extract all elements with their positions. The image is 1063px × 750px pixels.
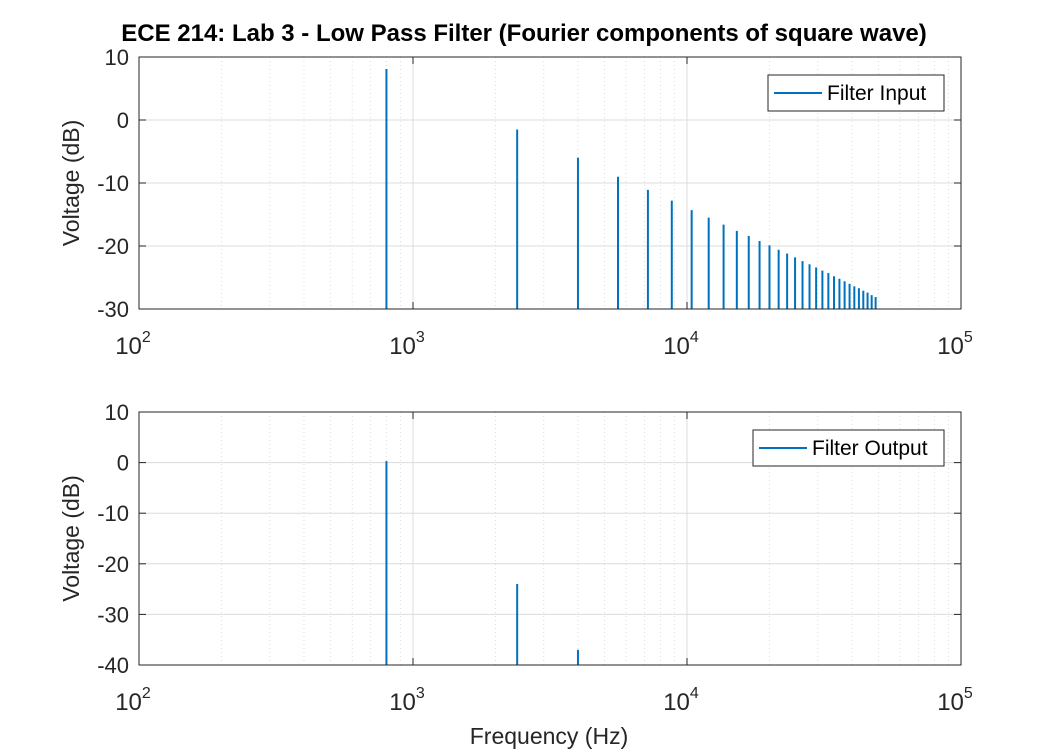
axes-box [138, 411, 962, 666]
legend-label: Filter Output [812, 437, 928, 460]
y-tick-label: -40 [97, 653, 129, 678]
x-axis-label: Frequency (Hz) [470, 723, 628, 749]
y-tick-label: 10 [105, 45, 129, 70]
y-tick-label: -30 [97, 297, 129, 322]
x-tick-label: 103 [389, 329, 425, 360]
y-axis-label: Voltage (dB) [58, 475, 84, 602]
x-tick-label: 104 [663, 329, 699, 360]
y-tick-label: -20 [97, 234, 129, 259]
plot-2: -40 -30 -20 -10 0 10 102 103 104 105 Voltage (dB) F… [58, 400, 973, 749]
x-tick-label: 105 [937, 685, 973, 716]
y-tick-label: -20 [97, 552, 129, 577]
x-tick-label: 105 [937, 329, 973, 360]
chart-title: ECE 214: Lab 3 - Low Pass Filter (Fourie… [121, 20, 927, 47]
y-tick-label: -10 [97, 171, 129, 196]
legend: Filter Output [752, 429, 945, 467]
y-tick-label: 0 [117, 451, 129, 476]
legend-label: Filter Input [827, 82, 926, 105]
x-tick-label: 103 [389, 685, 425, 716]
x-tick-label: 102 [115, 329, 151, 360]
x-tick-label: 104 [663, 685, 699, 716]
y-tick-label: 10 [105, 400, 129, 425]
x-tick-label: 102 [115, 685, 151, 716]
y-tick-label: -10 [97, 501, 129, 526]
plot-1: -30 -20 -10 0 10 102 103 104 105 Voltage (dB) Filt… [58, 45, 973, 360]
y-tick-label: -30 [97, 602, 129, 627]
y-tick-label: 0 [117, 108, 129, 133]
y-axis-label: Voltage (dB) [58, 120, 84, 247]
legend: Filter Input [767, 74, 945, 112]
